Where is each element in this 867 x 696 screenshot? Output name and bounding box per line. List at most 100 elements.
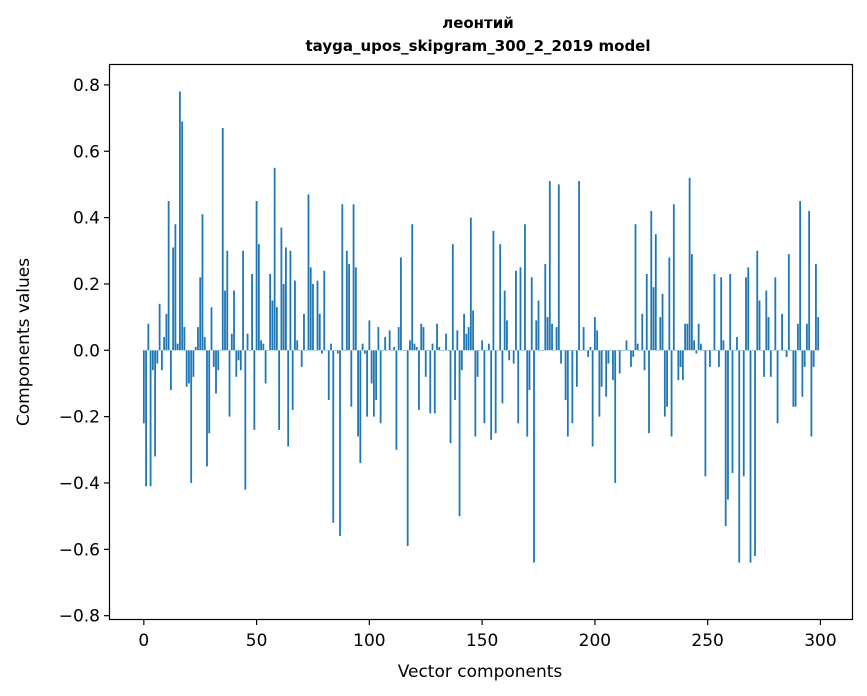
bar-22 — [192, 350, 195, 377]
bar-114 — [400, 257, 402, 351]
bar-160 — [503, 290, 506, 351]
bar-238 — [679, 350, 682, 367]
bar-225 — [650, 210, 653, 351]
bar-284 — [783, 350, 786, 351]
bar-185 — [560, 350, 562, 364]
bar-277 — [767, 317, 770, 351]
bar-97 — [361, 343, 364, 351]
bar-47 — [248, 350, 251, 351]
bar-272 — [756, 250, 759, 351]
bar-4 — [151, 350, 154, 371]
bar-107 — [384, 337, 387, 351]
bar-248 — [702, 350, 705, 351]
bar-217 — [632, 350, 635, 357]
bar-67 — [294, 280, 296, 351]
bar-223 — [645, 273, 648, 351]
y-tick-label: 0.4 — [73, 209, 100, 229]
bar-123 — [420, 323, 423, 351]
bar-35 — [221, 128, 224, 351]
bar-278 — [769, 350, 772, 377]
bar-255 — [718, 350, 720, 367]
bar-49 — [253, 350, 256, 430]
bar-190 — [571, 350, 574, 424]
bar-153 — [487, 343, 490, 351]
bar-120 — [413, 343, 416, 351]
bar-87 — [339, 350, 341, 537]
bar-68 — [296, 340, 299, 351]
bar-205 — [605, 350, 608, 397]
bar-54 — [264, 350, 267, 384]
bar-149 — [478, 350, 481, 351]
bar-165 — [515, 270, 517, 351]
bar-61 — [280, 227, 283, 351]
bar-164 — [512, 350, 515, 364]
bar-295 — [808, 210, 811, 351]
bar-28 — [206, 350, 208, 467]
bar-112 — [395, 350, 398, 450]
bar-11 — [167, 201, 170, 351]
bar-72 — [305, 350, 308, 351]
bar-92 — [350, 350, 353, 407]
bar-178 — [544, 264, 547, 351]
bar-109 — [388, 330, 391, 351]
bar-32 — [215, 350, 217, 394]
bar-273 — [758, 300, 761, 351]
bar-102 — [372, 350, 375, 417]
bar-224 — [648, 350, 650, 434]
bar-262 — [733, 350, 736, 351]
bar-30 — [210, 307, 213, 351]
bar-259 — [727, 350, 729, 500]
bar-145 — [469, 217, 472, 351]
bar-89 — [343, 350, 346, 351]
y-tick-label: −0.4 — [59, 474, 100, 494]
bar-240 — [684, 323, 686, 351]
bar-127 — [429, 350, 432, 414]
bar-186 — [562, 350, 565, 351]
bar-140 — [458, 350, 461, 517]
bar-297 — [812, 350, 815, 367]
bar-179 — [546, 317, 549, 351]
x-tick-label: 250 — [691, 631, 723, 651]
bar-36 — [224, 290, 226, 351]
bar-274 — [760, 350, 763, 351]
bar-29 — [208, 350, 211, 434]
bar-18 — [183, 327, 186, 351]
bar-266 — [742, 350, 745, 477]
bar-172 — [530, 277, 533, 351]
bar-152 — [485, 350, 488, 351]
bar-143 — [465, 333, 468, 351]
bar-136 — [449, 350, 452, 444]
bar-103 — [375, 350, 378, 401]
y-tick-label: −0.6 — [59, 540, 100, 560]
bar-144 — [467, 327, 470, 351]
bar-292 — [801, 350, 804, 397]
bar-167 — [519, 267, 522, 351]
bar-166 — [517, 350, 520, 424]
bar-241 — [686, 323, 689, 351]
bar-170 — [526, 350, 529, 437]
bar-251 — [709, 350, 711, 367]
bar-261 — [731, 350, 734, 474]
bar-117 — [406, 350, 409, 547]
bar-163 — [510, 350, 513, 351]
x-tick-label: 200 — [579, 631, 611, 651]
bar-19 — [185, 350, 188, 387]
bar-182 — [553, 350, 556, 351]
bar-95 — [357, 350, 359, 437]
bar-250 — [706, 350, 709, 351]
bar-106 — [381, 350, 384, 351]
bar-212 — [621, 350, 623, 351]
bar-260 — [729, 273, 732, 351]
x-tick-label: 150 — [466, 631, 498, 651]
bar-258 — [724, 350, 727, 527]
bar-27 — [203, 337, 206, 351]
bar-130 — [436, 323, 438, 351]
bar-175 — [537, 300, 540, 351]
bar-193 — [578, 181, 580, 351]
bar-206 — [607, 350, 610, 364]
bar-191 — [573, 350, 576, 351]
bar-74 — [309, 267, 312, 351]
y-tick-label: 0.6 — [73, 142, 100, 162]
bar-158 — [499, 244, 502, 351]
